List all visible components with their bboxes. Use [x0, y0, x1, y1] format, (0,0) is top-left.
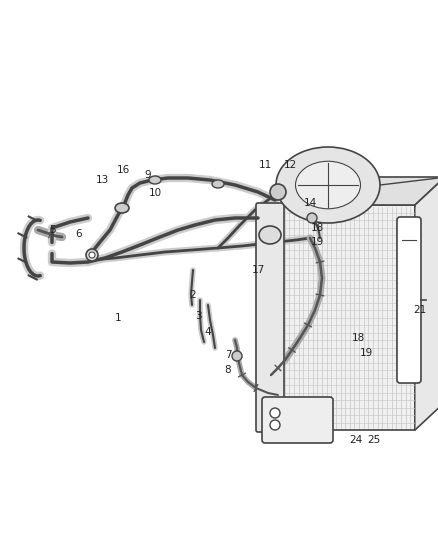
Ellipse shape [212, 180, 224, 188]
Text: 8: 8 [225, 365, 231, 375]
Text: 19: 19 [359, 348, 373, 358]
Ellipse shape [276, 147, 380, 223]
FancyBboxPatch shape [262, 397, 333, 443]
Text: 2: 2 [190, 290, 196, 300]
Polygon shape [415, 177, 438, 430]
Text: 7: 7 [225, 350, 231, 360]
Ellipse shape [149, 176, 161, 184]
Text: 9: 9 [145, 170, 151, 180]
Text: 12: 12 [283, 160, 297, 170]
Text: 21: 21 [413, 305, 427, 315]
Text: 1: 1 [115, 313, 121, 323]
Ellipse shape [115, 203, 129, 213]
Text: 24: 24 [350, 435, 363, 445]
Text: 17: 17 [251, 265, 265, 275]
Text: 6: 6 [76, 229, 82, 239]
Text: 13: 13 [95, 175, 109, 185]
Ellipse shape [259, 226, 281, 244]
FancyBboxPatch shape [256, 203, 284, 432]
Text: 4: 4 [205, 327, 211, 337]
Text: 19: 19 [311, 237, 324, 247]
Ellipse shape [296, 161, 360, 209]
Text: 3: 3 [194, 311, 201, 321]
Text: 10: 10 [148, 188, 162, 198]
Text: 16: 16 [117, 165, 130, 175]
Circle shape [89, 252, 95, 258]
Text: 18: 18 [311, 223, 324, 233]
Circle shape [86, 249, 98, 261]
Text: 18: 18 [351, 333, 364, 343]
Circle shape [270, 420, 280, 430]
Text: 5: 5 [49, 225, 55, 235]
Circle shape [270, 408, 280, 418]
Polygon shape [280, 205, 415, 430]
Circle shape [270, 184, 286, 200]
Text: 14: 14 [304, 198, 317, 208]
FancyBboxPatch shape [397, 217, 421, 383]
Text: 11: 11 [258, 160, 272, 170]
Circle shape [307, 213, 317, 223]
Text: 25: 25 [367, 435, 381, 445]
Circle shape [232, 351, 242, 361]
Polygon shape [280, 177, 438, 205]
